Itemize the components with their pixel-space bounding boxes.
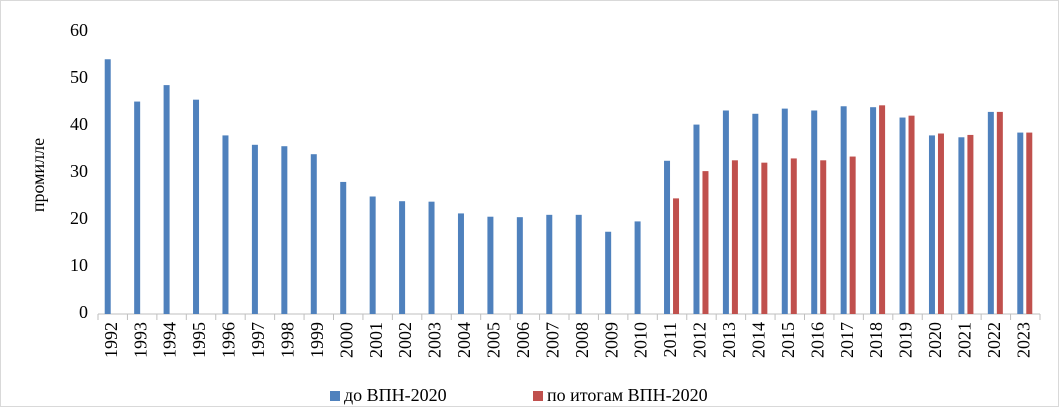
bar [251, 144, 258, 314]
bar [722, 110, 729, 315]
y-tick-label: 40 [70, 114, 88, 134]
bar [546, 214, 553, 314]
legend-swatch [533, 391, 543, 401]
bar [1017, 132, 1024, 314]
bar [516, 217, 523, 314]
x-tick-label: 2022 [984, 322, 1004, 358]
bar [879, 105, 886, 314]
legend-swatch [330, 391, 340, 401]
x-tick-label: 2015 [778, 322, 798, 358]
x-tick-label: 1998 [277, 322, 297, 358]
bar [849, 156, 856, 314]
x-tick-label: 2002 [395, 322, 415, 358]
bar [958, 137, 965, 314]
x-tick-label: 2007 [542, 322, 562, 358]
bar [134, 101, 141, 314]
bar [399, 201, 406, 314]
bar [575, 214, 582, 314]
bar [605, 231, 612, 314]
bar [937, 133, 944, 314]
x-tick-label: 2011 [660, 322, 680, 357]
bar [428, 201, 435, 314]
bar [781, 108, 788, 314]
bar [761, 162, 768, 314]
bar [908, 115, 915, 314]
bar [820, 160, 827, 314]
x-tick-label: 2009 [601, 322, 621, 358]
y-tick-label: 0 [79, 302, 88, 322]
bar [281, 146, 288, 314]
legend-label: по итогам ВПН-2020 [547, 385, 708, 405]
x-tick-label: 2003 [425, 322, 445, 358]
bar [664, 160, 671, 314]
bar [899, 117, 906, 314]
bar [310, 154, 317, 314]
x-tick-label: 2012 [690, 322, 710, 358]
bar [967, 134, 974, 314]
x-tick-label: 2016 [807, 322, 827, 358]
bar [457, 213, 464, 314]
bar [163, 85, 170, 314]
bar [104, 59, 111, 315]
legend-label: до ВПН-2020 [344, 385, 447, 405]
x-tick-label: 1994 [160, 322, 180, 358]
x-tick-label: 1995 [189, 322, 209, 358]
bar [790, 158, 797, 314]
y-tick-label: 20 [70, 208, 88, 228]
bar [996, 111, 1003, 315]
x-tick-label: 2013 [719, 322, 739, 358]
x-tick-label: 2005 [484, 322, 504, 358]
x-tick-label: 2008 [572, 322, 592, 358]
x-tick-label: 2004 [454, 322, 474, 358]
x-tick-label: 2018 [866, 322, 886, 358]
x-tick-label: 2020 [925, 322, 945, 358]
bar [811, 110, 818, 315]
x-tick-label: 2001 [366, 322, 386, 358]
x-tick-label: 2010 [631, 322, 651, 358]
bar [693, 124, 700, 314]
bar [702, 171, 709, 314]
x-tick-label: 2014 [748, 322, 768, 358]
bar [340, 181, 347, 314]
x-tick-label: 2023 [1013, 322, 1033, 358]
bar [928, 135, 935, 314]
bar [487, 216, 494, 314]
bar [634, 221, 641, 314]
x-tick-label: 1999 [307, 322, 327, 358]
bar [731, 160, 738, 314]
bar [673, 198, 680, 314]
bar [752, 113, 759, 314]
x-tick-label: 1993 [130, 322, 150, 358]
bar [987, 111, 994, 315]
x-tick-label: 2017 [837, 322, 857, 358]
x-tick-label: 2021 [955, 322, 975, 358]
bar [193, 99, 200, 315]
bar [870, 107, 877, 314]
x-tick-label: 2000 [336, 322, 356, 358]
x-tick-label: 1992 [101, 322, 121, 358]
bar [222, 135, 229, 314]
y-axis-label: промилле [28, 138, 48, 212]
bar [1026, 132, 1033, 314]
y-tick-label: 10 [70, 255, 88, 275]
bar [840, 106, 847, 314]
y-tick-label: 50 [70, 67, 88, 87]
bar [369, 196, 376, 314]
x-tick-label: 2006 [513, 322, 533, 358]
y-tick-label: 30 [70, 161, 88, 181]
x-tick-label: 1997 [248, 322, 268, 358]
x-tick-label: 2019 [896, 322, 916, 358]
y-tick-label: 60 [70, 20, 88, 40]
x-tick-label: 1996 [219, 322, 239, 358]
